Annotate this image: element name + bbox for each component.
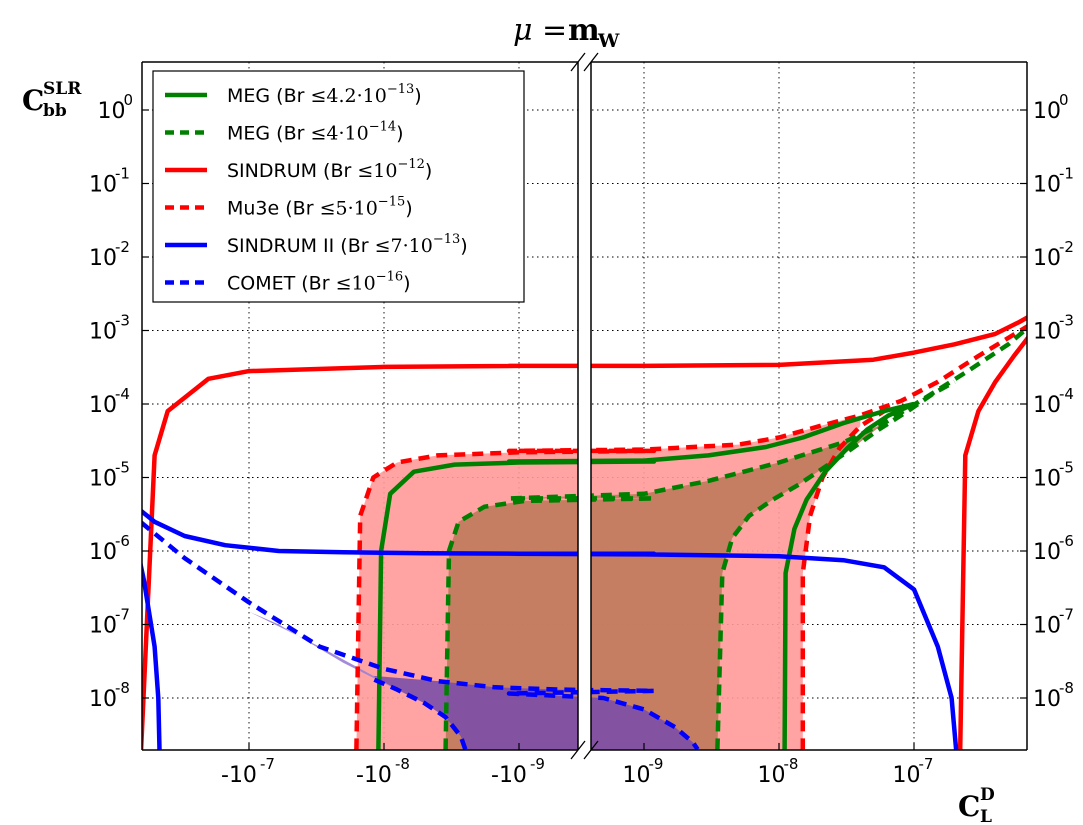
series-line-9: [142, 560, 162, 750]
y-axis-title-main: C: [22, 84, 44, 117]
legend-item: Mu3e (Br ≤5·10−15): [165, 195, 413, 220]
y-tick-label-right: 10: [1033, 614, 1061, 639]
series-line-0: [142, 315, 1027, 750]
series-line-2: [354, 323, 1027, 750]
x-axis-title-sup: D: [980, 785, 995, 805]
y-axis-title: C SLR bb: [22, 79, 82, 121]
y-tick-label-left: 10: [89, 687, 117, 712]
x-axis-title-main: C: [958, 790, 980, 823]
y-tick-label-right-exp: -5: [1059, 459, 1074, 477]
y-tick-label-right: 10: [1033, 173, 1061, 198]
y-tick-label-left-exp: -5: [115, 459, 130, 477]
y-tick-label-right: 10: [1033, 320, 1061, 345]
legend-item: COMET (Br ≤10−16): [165, 270, 411, 295]
x-ticks: -10 -7 -10 -8 -10 -9 10-9 10-8 10-7: [221, 743, 933, 788]
y-tick-label-right-exp: -1: [1059, 165, 1074, 183]
axis-break-gap: [578, 58, 591, 754]
y-tick-label-right: 10: [1033, 99, 1061, 124]
x-tick-label: -10: [356, 763, 392, 788]
title-m: m: [568, 13, 600, 48]
y-tick-label-left: 10: [89, 320, 117, 345]
series-line-1: [957, 335, 1027, 750]
y-tick-label-right-exp: -6: [1059, 532, 1074, 550]
y-tick-label-left-exp: -6: [115, 532, 130, 550]
y-tick-label-right-exp: -7: [1059, 606, 1074, 624]
x-tick-label-exp: -7: [919, 755, 934, 773]
title-w: W: [597, 30, 620, 52]
x-tick-label-exp: -9: [530, 755, 545, 773]
legend-label: MEG (Br ≤4·10−14): [227, 120, 404, 145]
y-axis-title-sub: bb: [43, 101, 67, 121]
legend-label: SINDRUM II (Br ≤7·10−13): [227, 232, 468, 257]
y-tick-label-left: 10: [89, 246, 117, 271]
x-tick-label: -10: [491, 763, 527, 788]
shaded-regions: [249, 415, 885, 750]
y-tick-label-left: 10: [98, 99, 126, 124]
shaded-region-2: [373, 675, 698, 750]
y-axis-title-sup: SLR: [43, 79, 82, 99]
legend: MEG (Br ≤4.2·10−13) MEG (Br ≤4·10−14) SIND…: [152, 70, 525, 303]
axes-frame: [141, 52, 1028, 760]
legend-item: SINDRUM II (Br ≤7·10−13): [165, 232, 468, 257]
y-tick-label-right-exp: -2: [1059, 238, 1074, 256]
y-tick-label-right-exp: 0: [1059, 91, 1069, 109]
plot-area: [141, 52, 1028, 760]
x-axis-title: C D L: [958, 785, 995, 825]
y-tick-label-right-exp: -4: [1059, 385, 1074, 403]
y-tick-label-left-exp: -2: [115, 238, 130, 256]
legend-label: Mu3e (Br ≤5·10−15): [227, 195, 413, 220]
break-mark-top-right: [583, 52, 599, 72]
series-lines: [142, 315, 1027, 750]
y-tick-label-right: 10: [1033, 393, 1061, 418]
legend-box: [152, 70, 525, 303]
title-mu: μ: [513, 13, 533, 48]
x-tick-label-exp: -7: [260, 755, 275, 773]
x-tick-label-exp: -9: [649, 755, 664, 773]
x-tick-label: 10: [758, 763, 786, 788]
x-axis-title-sub: L: [980, 807, 992, 825]
y-tick-label-right: 10: [1033, 467, 1061, 492]
shaded-region-1: [445, 423, 885, 750]
y-tick-label-left: 10: [89, 614, 117, 639]
x-tick-label: 10: [623, 763, 651, 788]
y-tick-label-left: 10: [89, 393, 117, 418]
y-tick-label-left-exp: -7: [115, 606, 130, 624]
x-tick-label-exp: -8: [395, 755, 410, 773]
break-mark-bottom-left: [570, 740, 586, 760]
y-tick-label-right-exp: -3: [1059, 312, 1074, 330]
y-tick-label-left: 10: [89, 467, 117, 492]
series-line-11: [372, 677, 468, 750]
legend-item: MEG (Br ≤4.2·10−13): [165, 82, 422, 107]
y-tick-label-left-exp: -8: [115, 679, 130, 697]
break-mark-top-left: [570, 52, 586, 72]
series-line-4: [376, 401, 915, 750]
y-tick-label-left: 10: [89, 540, 117, 565]
y-tick-label-right: 10: [1033, 246, 1061, 271]
legend-label: SINDRUM (Br ≤10−12): [227, 157, 432, 182]
y-tick-label-left: 10: [89, 173, 117, 198]
shaded-region-3: [249, 611, 398, 690]
break-mark-bottom-right: [583, 740, 599, 760]
title-eq: =: [542, 13, 567, 48]
y-tick-label-left-exp: -4: [115, 385, 130, 403]
x-tick-label: 10: [893, 763, 921, 788]
legend-label: MEG (Br ≤4.2·10−13): [227, 82, 422, 107]
series-line-7: [715, 379, 956, 750]
y-tick-label-left-exp: -3: [115, 312, 130, 330]
x-tick-label: -10: [221, 763, 257, 788]
chart-title: μ = m W: [513, 13, 620, 52]
y-tick-label-left-exp: -1: [115, 165, 130, 183]
y-tick-label-right: 10: [1033, 687, 1061, 712]
x-tick-label-exp: -8: [784, 755, 799, 773]
y-tick-label-right-exp: -8: [1059, 679, 1074, 697]
legend-item: MEG (Br ≤4·10−14): [165, 120, 404, 145]
series-line-10: [142, 520, 700, 750]
legend-item: SINDRUM (Br ≤10−12): [165, 157, 432, 182]
y-tick-label-right: 10: [1033, 540, 1061, 565]
legend-label: COMET (Br ≤10−16): [227, 270, 411, 295]
y-tick-label-left-exp: 0: [124, 91, 134, 109]
